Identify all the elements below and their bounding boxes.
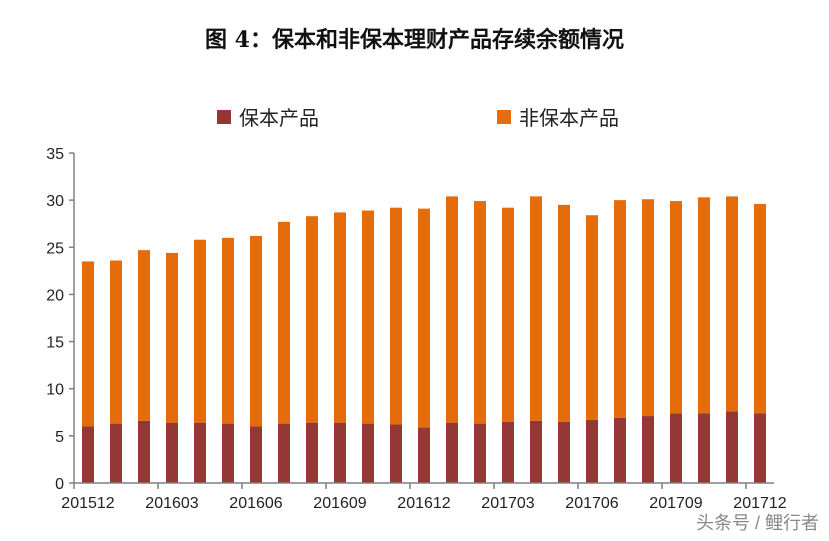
bar-guaranteed xyxy=(362,423,374,483)
y-tick-label: 0 xyxy=(55,476,64,493)
bar-non-guaranteed xyxy=(166,252,178,423)
bar-guaranteed xyxy=(614,417,626,483)
bar-non-guaranteed xyxy=(306,216,318,423)
bar-non-guaranteed xyxy=(558,204,570,422)
legend-item-non-guaranteed: 非保本产品 xyxy=(497,102,619,131)
bar-guaranteed xyxy=(502,421,514,483)
bar-guaranteed xyxy=(390,424,402,483)
bar-guaranteed xyxy=(698,413,710,483)
x-tick-label: 201606 xyxy=(229,495,282,512)
bar-non-guaranteed xyxy=(362,210,374,424)
bar-guaranteed xyxy=(754,413,766,483)
y-tick-label: 15 xyxy=(46,335,64,352)
bar-non-guaranteed xyxy=(222,237,234,424)
bar-guaranteed xyxy=(334,422,346,483)
bar-non-guaranteed xyxy=(390,207,402,425)
y-tick-label: 35 xyxy=(46,146,64,163)
x-tick-label: 201703 xyxy=(481,495,534,512)
bar-non-guaranteed xyxy=(334,212,346,423)
bar-guaranteed xyxy=(474,423,486,483)
bar-non-guaranteed xyxy=(418,208,430,428)
bar-non-guaranteed xyxy=(614,200,626,418)
bar-non-guaranteed xyxy=(726,196,738,412)
bar-non-guaranteed xyxy=(250,235,262,427)
bar-guaranteed xyxy=(278,423,290,483)
x-tick-label: 201603 xyxy=(145,495,198,512)
x-tick-label: 201609 xyxy=(313,495,366,512)
bar-non-guaranteed xyxy=(474,201,486,424)
bar-non-guaranteed xyxy=(194,239,206,423)
chart-title: 图 4：保本和非保本理财产品存续余额情况 xyxy=(205,27,624,53)
legend-item-guaranteed: 保本产品 xyxy=(217,102,319,131)
y-tick-label: 20 xyxy=(46,287,64,304)
bar-guaranteed xyxy=(558,421,570,483)
bar-guaranteed xyxy=(110,423,122,483)
legend-label-guaranteed: 保本产品 xyxy=(239,108,319,130)
x-tick-label: 201712 xyxy=(733,495,786,512)
bar-guaranteed xyxy=(222,423,234,483)
y-tick-label: 25 xyxy=(46,240,64,257)
y-tick-label: 10 xyxy=(46,382,64,399)
bar-non-guaranteed xyxy=(642,199,654,417)
bar-guaranteed xyxy=(726,411,738,483)
y-tick-label: 30 xyxy=(46,193,64,210)
bar-non-guaranteed xyxy=(586,215,598,420)
y-tick-label: 5 xyxy=(55,429,64,446)
bar-non-guaranteed xyxy=(82,261,94,427)
bar-non-guaranteed xyxy=(530,196,542,421)
bar-guaranteed xyxy=(166,422,178,483)
watermark: 头条号 / 鲤行者 xyxy=(695,513,819,533)
legend-swatch-non-guaranteed xyxy=(497,109,511,124)
bar-guaranteed xyxy=(194,422,206,483)
x-tick-label: 201709 xyxy=(649,495,702,512)
bar-guaranteed xyxy=(306,422,318,483)
bar-guaranteed xyxy=(418,427,430,483)
bar-non-guaranteed xyxy=(110,260,122,424)
bar-non-guaranteed xyxy=(278,221,290,424)
bar-non-guaranteed xyxy=(446,196,458,423)
bar-non-guaranteed xyxy=(698,197,710,414)
bar-guaranteed xyxy=(670,413,682,483)
bar-guaranteed xyxy=(446,422,458,483)
bar-non-guaranteed xyxy=(754,203,766,414)
x-tick-label: 201512 xyxy=(61,495,114,512)
bar-guaranteed xyxy=(586,419,598,483)
bar-non-guaranteed xyxy=(138,250,150,421)
bar-guaranteed xyxy=(530,420,542,483)
bar-non-guaranteed xyxy=(502,207,514,422)
x-tick-label: 201612 xyxy=(397,495,450,512)
bar-guaranteed xyxy=(642,416,654,483)
bar-guaranteed xyxy=(250,426,262,483)
legend-label-non-guaranteed: 非保本产品 xyxy=(519,108,619,130)
bar-guaranteed xyxy=(138,420,150,483)
x-tick-label: 201706 xyxy=(565,495,618,512)
bar-guaranteed xyxy=(82,426,94,483)
legend-swatch-guaranteed xyxy=(217,109,231,124)
bar-non-guaranteed xyxy=(670,201,682,414)
